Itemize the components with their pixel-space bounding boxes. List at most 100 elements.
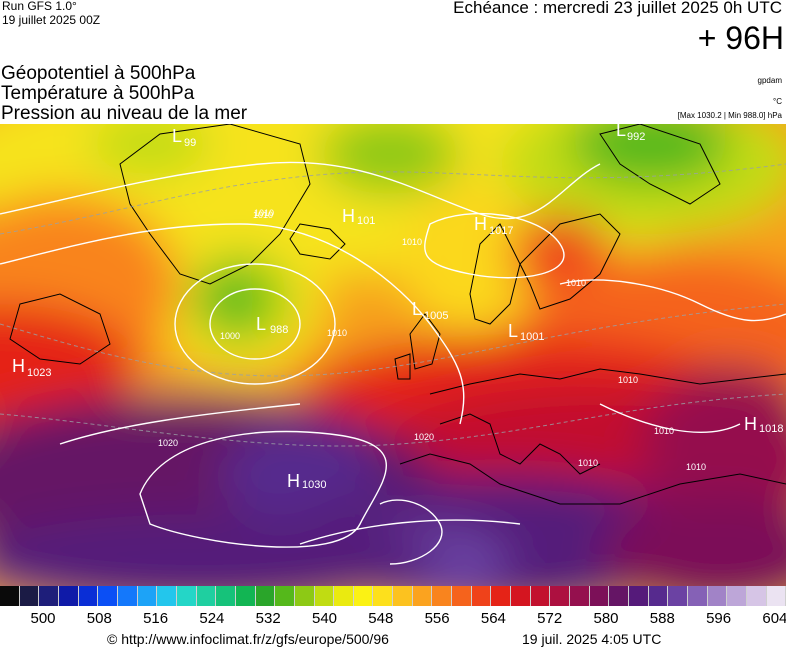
run-model: Run GFS 1.0° [2,0,77,13]
color-scale-cell [216,586,236,606]
isobar-label-9: 1010 [253,210,273,220]
color-scale-tick-label: 516 [143,610,169,627]
color-scale-cell [137,586,158,606]
color-scale-cell [511,586,531,606]
color-scale-tick-label: 588 [649,610,675,627]
color-scale-tick-label: 564 [480,610,506,627]
isobar-label-7: 1020 [414,432,434,442]
high-label-2: H [12,356,25,376]
run-date: 19 juillet 2025 00Z [2,13,101,27]
color-scale-cell [275,586,295,606]
color-scale-cell [629,586,649,606]
high-value-4: 1018 [759,423,783,435]
unit-celsius: °C [773,97,782,106]
unit-pressure-range: [Max 1030.2 | Min 988.0] hPa [677,111,782,120]
high-label-1: H [474,214,487,234]
isobar-label-1: 1010 [254,208,274,218]
color-scale-tick-label: 524 [199,610,225,627]
color-scale-cell [550,586,571,606]
color-scale-cell [432,586,453,606]
color-scale-cell [668,586,688,606]
isobar-label-10: 1010 [654,426,674,436]
high-value-1: 1017 [489,225,513,237]
isobar-label-12: 1010 [578,458,598,468]
unit-gpdam: gpdam [757,76,782,85]
credit-url: © http://www.infoclimat.fr/z/gfs/europe/… [107,631,389,647]
temperature-isotherms [0,163,786,447]
high-label-4: H [744,414,757,434]
high-value-3: 1030 [302,479,326,491]
color-scale-cell [491,586,512,606]
color-scale-cell [727,586,747,606]
color-scale-cell [452,586,472,606]
color-scale-cell [412,586,433,606]
color-scale-cell [648,586,669,606]
low-label-1: L [256,314,266,334]
param-pressure: Pression au niveau de la mer [1,103,248,124]
low-label-2: L [412,299,422,319]
color-scale-tick-label: 540 [311,610,338,627]
color-scale-cell [471,586,492,606]
color-scale-cell [746,586,767,606]
isobar-label-4: 1010 [618,375,638,385]
high-label-3: H [287,471,300,491]
color-scale-cell [707,586,728,606]
isobars [0,161,786,565]
color-scale-cell [334,586,354,606]
isobar-label-6: 1020 [158,438,178,448]
color-scale-cell [687,586,708,606]
low-value-3: 1001 [520,331,544,343]
color-scale-cell [609,586,629,606]
isobar-label-11: 1010 [686,462,706,472]
isobar-label-5: 1000 [220,331,240,341]
color-scale-cell [176,586,197,606]
high-value-2: 1023 [27,367,51,379]
param-geopotential: Géopotentiel à 500hPa [1,63,196,84]
isobar-label-3: 1010 [566,278,586,288]
color-scale-cell [766,586,786,606]
credit-timestamp: 19 juil. 2025 4:05 UTC [522,631,662,647]
color-scale-cell [0,586,20,606]
color-scale-cell [255,586,276,606]
color-scale-tick-label: 604 [762,610,786,627]
high-label-5: H [342,206,355,226]
color-scale-cell [196,586,217,606]
color-scale-tick-label: 556 [424,610,450,627]
param-temperature: Température à 500hPa [1,83,195,104]
isobar-label-2: 1010 [402,237,422,247]
color-scale-cell [589,586,610,606]
color-scale-cell [78,586,99,606]
low-value-4: 992 [627,131,645,143]
color-scale-cell [117,586,138,606]
color-scale-cell [294,586,315,606]
low-value-1: 988 [270,324,288,336]
color-scale-tick-label: 572 [537,610,563,627]
color-scale-tick-label: 500 [30,610,56,627]
pressure-labels: L 988 L 1005 L 1001 L 992 L 99 H 1017 H … [12,124,783,491]
forecast-title: Echéance : mercredi 23 juillet 2025 0h U… [453,0,782,17]
low-value-2: 1005 [424,310,448,322]
color-scale-cell [58,586,79,606]
low-label-5: L [172,126,182,146]
color-scale-tick-label: 548 [368,610,394,627]
color-scale-tick-label: 580 [593,610,619,627]
high-value-5: 101 [357,215,375,227]
color-scale-tick-label: 508 [86,610,112,627]
color-scale-tick-label: 596 [706,610,732,627]
coastlines [9,124,786,505]
color-scale-cell [39,586,59,606]
color-scale-cell [530,586,551,606]
color-scale-cell [157,586,177,606]
color-scale-cell [235,586,256,606]
low-label-3: L [508,321,518,341]
low-value-5: 99 [184,137,196,149]
color-scale-cell [353,586,374,606]
weather-map: L 988 L 1005 L 1001 L 992 L 99 H 1017 H … [0,124,786,586]
color-scale-cell [98,586,118,606]
color-scale-cell [393,586,413,606]
color-scale-tick-label: 532 [255,610,281,627]
geopotential-field [0,124,786,586]
forecast-hour: + 96H [697,20,784,56]
color-scale-cell [570,586,590,606]
isobar-label-8: 1010 [327,328,347,338]
